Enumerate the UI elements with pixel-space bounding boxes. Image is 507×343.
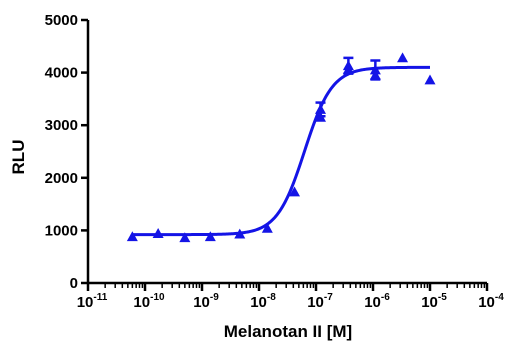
x-tick-label: 10-10 <box>133 292 165 311</box>
y-tick-label: 1000 <box>45 222 78 239</box>
data-point <box>424 74 436 85</box>
data-point <box>342 63 354 74</box>
data-point <box>397 52 409 63</box>
x-tick-label: 10-8 <box>250 292 276 311</box>
data-point <box>261 222 273 233</box>
y-tick-label: 2000 <box>45 170 78 187</box>
y-tick-label: 5000 <box>45 12 78 29</box>
y-tick-label: 3000 <box>45 117 78 134</box>
data-point <box>234 228 246 239</box>
x-tick-label: 10-4 <box>478 292 504 311</box>
fit-curve-layer <box>132 65 430 237</box>
data-point <box>315 111 327 122</box>
x-tick-label: 10-7 <box>307 292 333 311</box>
y-tick-label: 0 <box>70 275 78 292</box>
x-tick-label: 10-6 <box>364 292 390 311</box>
x-tick-label: 10-9 <box>193 292 219 311</box>
data-point <box>369 69 381 80</box>
x-tick-label: 10-5 <box>421 292 447 311</box>
fit-curve <box>132 65 430 237</box>
data-point <box>204 231 216 242</box>
x-axis-title: Melanotan II [M] <box>224 322 352 341</box>
axes: 0 1000 2000 3000 4000 5000 10-11 10-10 10-9 10-8 1… <box>45 12 505 311</box>
data-point <box>179 232 191 243</box>
data-point <box>152 228 164 238</box>
data-point <box>126 231 138 242</box>
data-point <box>315 103 327 114</box>
data-point <box>289 186 301 197</box>
x-tick-label: 10-11 <box>77 292 108 311</box>
data-points-layer <box>126 52 436 243</box>
y-tick-label: 4000 <box>45 65 78 82</box>
y-axis-title: RLU <box>9 140 28 175</box>
data-point <box>369 64 381 75</box>
